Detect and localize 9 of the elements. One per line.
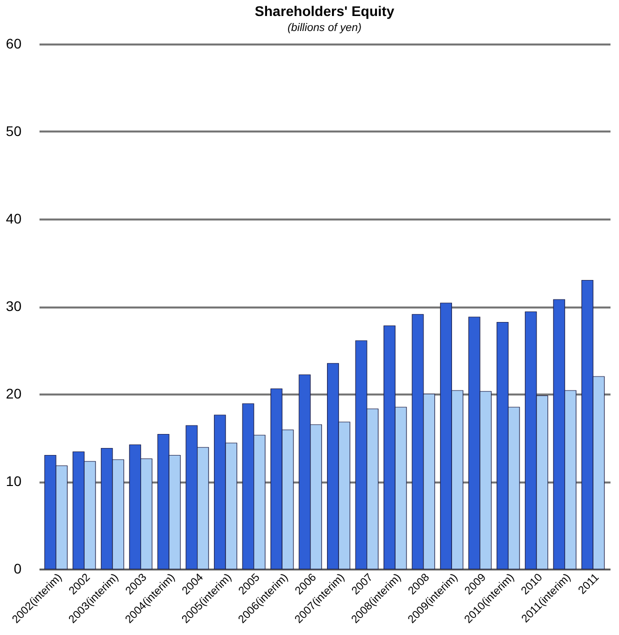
y-tick-label: 60 bbox=[6, 36, 22, 52]
y-tick-label: 0 bbox=[14, 560, 22, 576]
y-tick-label: 40 bbox=[6, 210, 22, 226]
chart-subtitle: (billions of yen) bbox=[288, 22, 362, 34]
chart-title: Shareholders' Equity bbox=[254, 3, 394, 19]
y-tick-label: 50 bbox=[6, 123, 22, 139]
y-tick-label: 30 bbox=[6, 298, 22, 314]
y-tick-label: 20 bbox=[6, 386, 22, 402]
y-tick-label: 10 bbox=[6, 473, 22, 489]
